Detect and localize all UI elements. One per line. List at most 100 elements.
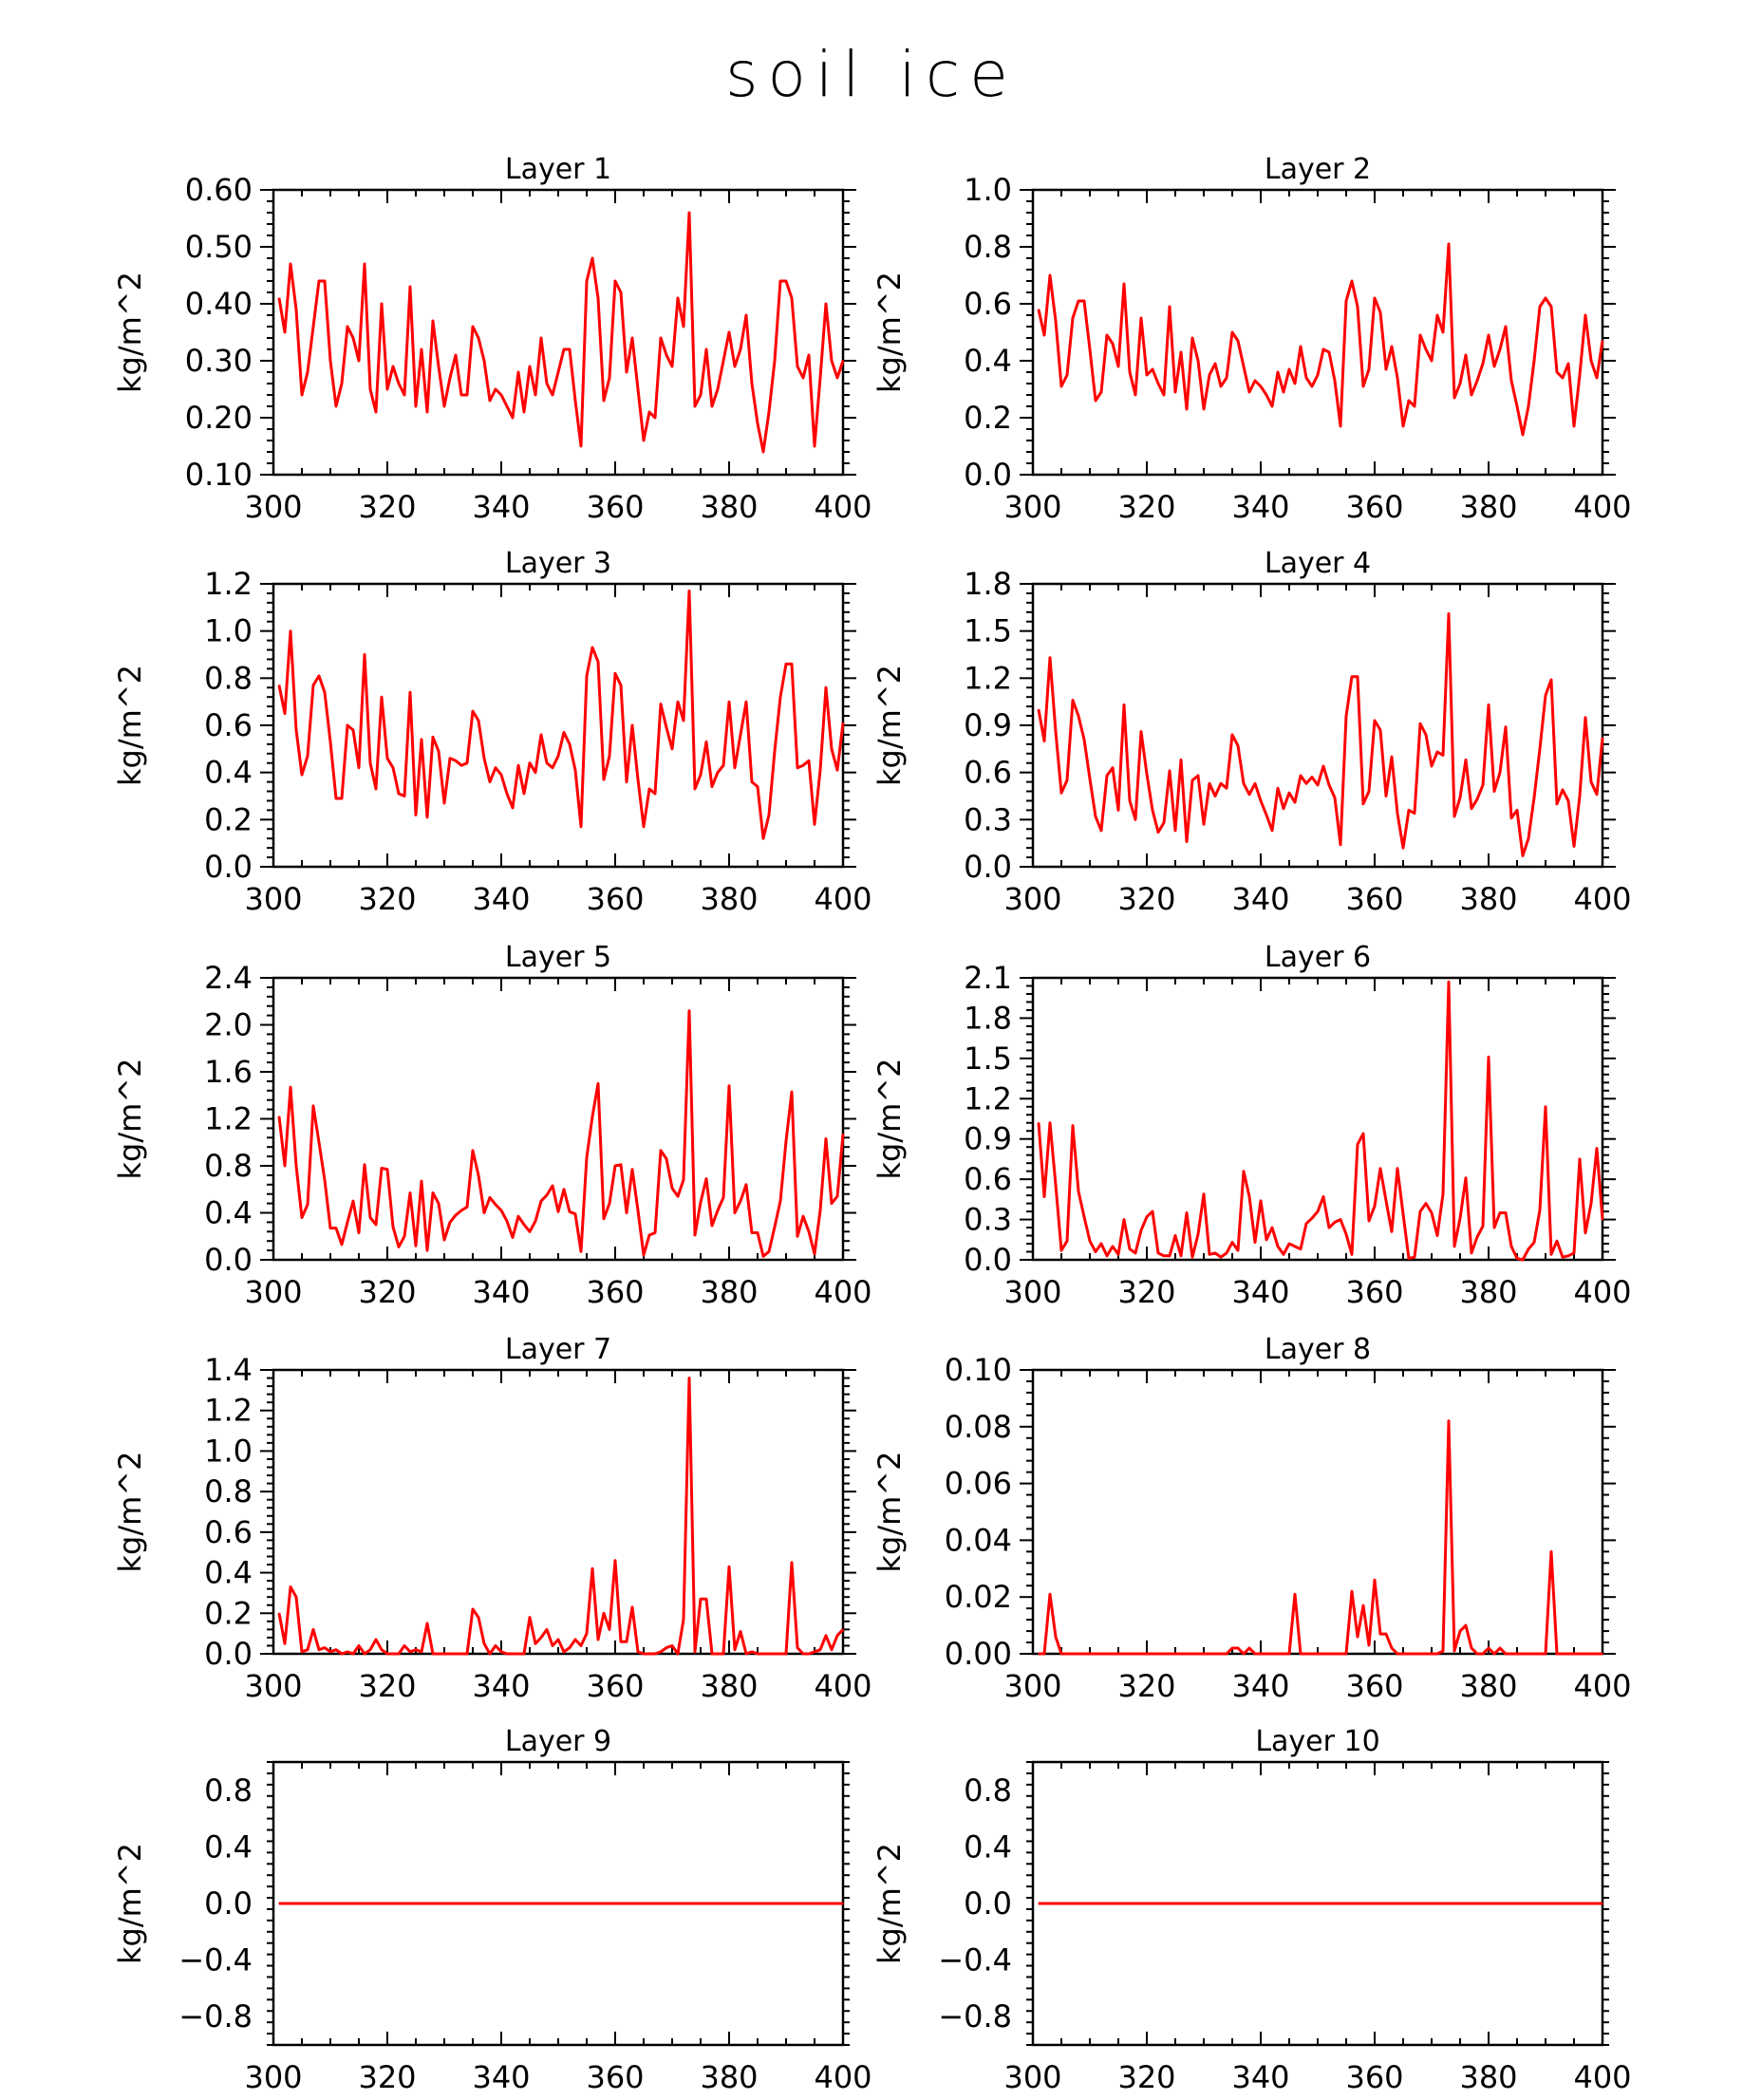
y-axis-label: kg/m^2 [872,1452,908,1573]
data-point [341,1653,343,1655]
data-point [586,280,588,282]
x-tick-label: 300 [244,489,302,525]
data-point [740,734,741,736]
data-point [483,758,485,759]
data-point [1379,1633,1381,1635]
data-point [364,1653,365,1655]
data-point [722,1196,724,1199]
data-point [785,280,787,282]
data-point [392,1903,394,1904]
data-point [1305,1903,1307,1904]
data-point [1060,1653,1062,1655]
data-point [284,331,286,333]
data-point [705,741,707,743]
y-tick-label: 0.4 [204,755,253,791]
data-point [347,1651,348,1653]
data-point [717,771,719,774]
data-point [1556,1240,1558,1242]
data-point [643,440,645,441]
data-point [557,1903,559,1904]
data-point [546,1628,548,1631]
data-point [1288,792,1290,794]
data-point [421,348,422,350]
data-point [1072,1653,1074,1655]
data-point [1436,751,1438,753]
data-point [757,1653,759,1655]
data-point [1334,797,1336,798]
data-point [751,383,753,384]
data-point [1584,1231,1586,1234]
data-point [341,1244,343,1246]
data-point [358,1644,360,1647]
data-point [1436,314,1438,316]
series-points [278,1009,844,1258]
data-point [443,1903,445,1904]
plot-frame [1031,582,1604,869]
data-point [626,1641,628,1642]
data-point [398,793,400,795]
data-point [643,1653,645,1655]
y-axis-label: kg/m^2 [872,1059,908,1180]
data-point [1482,1653,1484,1655]
data-point [1328,351,1330,353]
data-point [671,748,673,750]
data-point [1328,784,1330,786]
x-tick-label: 320 [358,881,416,917]
data-point [1436,1234,1438,1237]
x-tick-label: 400 [1573,2059,1631,2095]
data-point [375,1903,377,1904]
data-point [1459,1217,1461,1219]
data-point [529,366,531,367]
data-point [1488,703,1490,706]
data-point [814,823,815,826]
data-point [489,780,491,783]
data-point [1203,1903,1205,1904]
data-point [688,1903,690,1904]
x-tick-label: 300 [244,2059,302,2095]
x-tick-label: 320 [1117,2059,1175,2095]
data-point [1351,1903,1353,1904]
data-point [1351,1590,1353,1592]
y-axis-label: kg/m^2 [872,272,908,393]
data-point [1043,334,1045,336]
series-points [1038,612,1603,857]
data-point [495,1644,497,1647]
data-point [1129,1653,1131,1655]
data-point [1505,725,1507,728]
x-tick-label: 300 [244,1668,302,1704]
data-point [500,394,502,396]
data-point [455,1903,457,1904]
y-tick-label: 1.8 [964,566,1012,602]
data-point [597,1639,599,1641]
data-point [301,1216,303,1219]
data-point [1573,1903,1575,1904]
data-point [785,1903,787,1904]
data-point [278,297,280,299]
panel-layer-7: Layer 7 300 320 340 360 380 400 0.0 0.2 0.4 0.6 0.8… [112,1333,872,1704]
data-point [1231,1903,1233,1904]
data-point [745,1184,747,1186]
data-point [483,1642,485,1645]
data-point [1385,1200,1387,1202]
data-point [1174,830,1176,832]
x-tick-label: 340 [1231,2059,1289,2095]
data-point [1317,1210,1319,1212]
data-point [460,394,462,396]
data-point [1345,715,1347,717]
data-point [1237,1903,1239,1904]
data-point [1482,363,1484,365]
data-point [1203,823,1205,826]
series-line [277,211,845,454]
data-point [1545,297,1546,299]
data-point [603,400,605,402]
data-point [318,1141,320,1144]
data-point [722,360,724,362]
data-point [603,1612,605,1615]
data-point [1049,1903,1051,1904]
data-point [1453,397,1455,399]
data-point [654,417,656,419]
data-point [335,797,337,799]
y-tick-label: 0.4 [204,1195,253,1231]
data-point [529,761,531,764]
data-point [626,1211,628,1214]
